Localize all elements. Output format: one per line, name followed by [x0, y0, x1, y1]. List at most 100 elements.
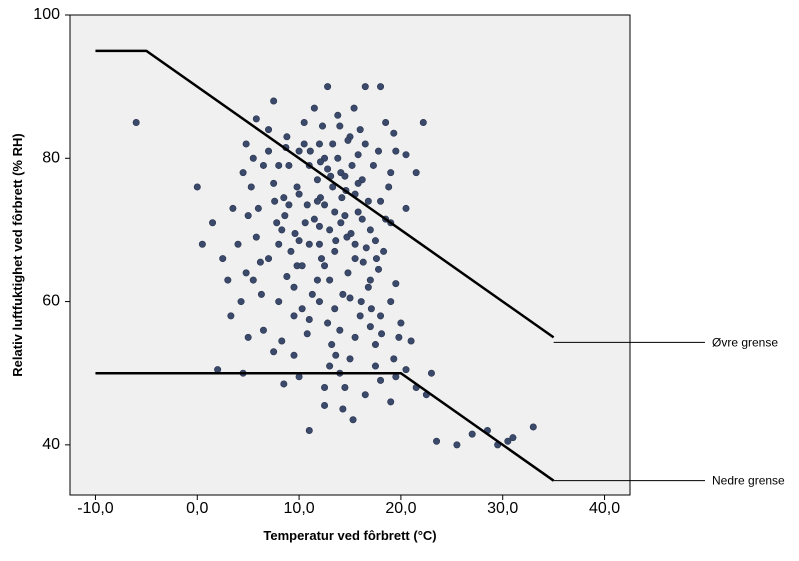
scatter-point: [345, 270, 351, 276]
scatter-point: [328, 341, 334, 347]
y-tick-label: 60: [42, 293, 60, 310]
scatter-point: [324, 320, 330, 326]
scatter-point: [352, 241, 358, 247]
scatter-point: [321, 263, 327, 269]
lower-limit-label: Nedre grense: [712, 474, 785, 488]
scatter-point: [260, 162, 266, 168]
scatter-point: [333, 352, 339, 358]
scatter-point: [340, 406, 346, 412]
scatter-point: [276, 241, 282, 247]
scatter-point: [296, 191, 302, 197]
x-tick-label: -10,0: [77, 500, 114, 517]
scatter-point: [367, 227, 373, 233]
scatter-point: [291, 352, 297, 358]
scatter-point: [326, 277, 332, 283]
scatter-point: [286, 202, 292, 208]
scatter-point: [355, 152, 361, 158]
scatter-point: [321, 384, 327, 390]
scatter-point: [345, 137, 351, 143]
scatter-point: [377, 377, 383, 383]
scatter-point: [335, 112, 341, 118]
scatter-point: [245, 212, 251, 218]
scatter-point: [355, 180, 361, 186]
scatter-point: [306, 241, 312, 247]
scatter-point: [282, 212, 288, 218]
scatter-point: [352, 255, 358, 261]
scatter-point: [301, 119, 307, 125]
scatter-point: [375, 266, 381, 272]
scatter-chart: -10,00,010,020,030,040,0406080100Tempera…: [0, 0, 799, 561]
scatter-point: [359, 216, 365, 222]
scatter-point: [388, 399, 394, 405]
scatter-point: [385, 184, 391, 190]
scatter-point: [433, 438, 439, 444]
scatter-point: [357, 126, 363, 132]
scatter-point: [347, 295, 353, 301]
scatter-point: [296, 237, 302, 243]
scatter-point: [311, 105, 317, 111]
scatter-point: [317, 159, 323, 165]
scatter-point: [339, 194, 345, 200]
scatter-point: [373, 255, 379, 261]
scatter-point: [337, 327, 343, 333]
scatter-point: [372, 363, 378, 369]
scatter-point: [235, 241, 241, 247]
scatter-point: [360, 259, 366, 265]
scatter-point: [403, 205, 409, 211]
scatter-point: [372, 237, 378, 243]
scatter-point: [265, 126, 271, 132]
scatter-point: [332, 306, 338, 312]
scatter-point: [348, 230, 354, 236]
scatter-point: [301, 141, 307, 147]
scatter-point: [332, 248, 338, 254]
scatter-point: [270, 98, 276, 104]
scatter-point: [365, 198, 371, 204]
scatter-point: [324, 83, 330, 89]
scatter-point: [316, 141, 322, 147]
scatter-point: [284, 273, 290, 279]
x-tick-label: 0,0: [186, 500, 208, 517]
scatter-point: [388, 298, 394, 304]
scatter-point: [403, 366, 409, 372]
scatter-point: [318, 255, 324, 261]
scatter-point: [321, 202, 327, 208]
scatter-point: [326, 227, 332, 233]
scatter-point: [302, 220, 308, 226]
scatter-point: [307, 148, 313, 154]
scatter-point: [367, 277, 373, 283]
scatter-point: [382, 119, 388, 125]
y-tick-label: 40: [42, 436, 60, 453]
scatter-point: [351, 105, 357, 111]
scatter-point: [279, 227, 285, 233]
scatter-point: [292, 230, 298, 236]
scatter-point: [350, 417, 356, 423]
scatter-point: [316, 223, 322, 229]
scatter-point: [304, 202, 310, 208]
scatter-point: [362, 83, 368, 89]
scatter-point: [338, 220, 344, 226]
scatter-point: [243, 141, 249, 147]
scatter-point: [326, 363, 332, 369]
scatter-point: [362, 141, 368, 147]
scatter-point: [265, 148, 271, 154]
scatter-point: [335, 155, 341, 161]
scatter-point: [319, 123, 325, 129]
scatter-point: [391, 130, 397, 136]
scatter-point: [279, 338, 285, 344]
scatter-point: [299, 306, 305, 312]
scatter-point: [133, 119, 139, 125]
scatter-point: [391, 356, 397, 362]
scatter-point: [248, 184, 254, 190]
x-tick-label: 10,0: [284, 500, 315, 517]
scatter-point: [357, 313, 363, 319]
x-tick-label: 30,0: [487, 500, 518, 517]
scatter-point: [253, 116, 259, 122]
scatter-point: [220, 255, 226, 261]
scatter-point: [342, 173, 348, 179]
scatter-point: [388, 169, 394, 175]
scatter-point: [378, 331, 384, 337]
scatter-point: [257, 259, 263, 265]
scatter-point: [324, 166, 330, 172]
scatter-point: [393, 148, 399, 154]
scatter-point: [230, 205, 236, 211]
